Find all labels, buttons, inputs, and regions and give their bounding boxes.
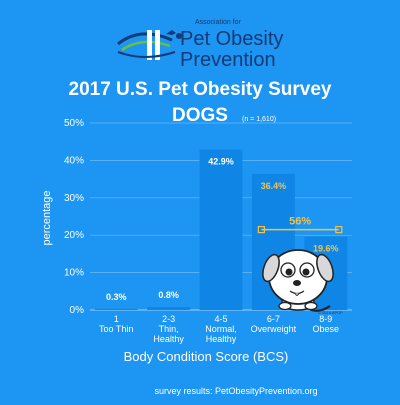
y-tick-label: 50% bbox=[64, 118, 84, 129]
bar bbox=[147, 307, 191, 310]
x-axis-ticks: 1 Too Thin 2-3 Thin, Healthy 4-5 Normal, Health… bbox=[99, 314, 339, 344]
x-tick-label: 4-5 Normal, Healthy bbox=[205, 314, 237, 344]
y-tick-label: 20% bbox=[64, 230, 84, 241]
bar-value-label: 19.6% bbox=[313, 244, 339, 254]
bar bbox=[94, 308, 138, 310]
bar-value-label: 0.8% bbox=[158, 290, 179, 300]
y-axis-ticks: 0% 10% 20% 30% 40% 50% bbox=[64, 118, 84, 316]
x-tick-label: 1 Too Thin bbox=[99, 314, 133, 334]
bar-value-label: 36.4% bbox=[261, 181, 287, 191]
x-tick-label: 6-7 Overweight bbox=[251, 314, 297, 334]
bar-value-label: 42.9% bbox=[208, 157, 234, 167]
annotation-endpoint bbox=[257, 225, 265, 234]
y-tick-label: 10% bbox=[64, 268, 84, 279]
x-axis-label: Body Condition Score (BCS) bbox=[124, 349, 289, 364]
logo-line1: Pet Obesity bbox=[180, 28, 283, 50]
bar bbox=[199, 149, 243, 310]
annotation-label: 56% bbox=[289, 216, 311, 228]
logo-small-text: Association for bbox=[195, 19, 242, 26]
x-tick-label: 2-3 Thin, Healthy bbox=[153, 314, 184, 344]
annotation-endpoint bbox=[335, 225, 343, 234]
sample-size: (n = 1,610) bbox=[242, 116, 276, 123]
logo-line2: Prevention bbox=[180, 49, 276, 71]
logo-emblem-icon bbox=[117, 30, 182, 60]
footer-credit: survey results: PetObesityPrevention.org bbox=[154, 386, 317, 396]
bar-value-label: 0.3% bbox=[106, 292, 127, 302]
bar-value-labels: 0.3% 0.8% 42.9% 36.4% 19.6% bbox=[106, 157, 339, 302]
combined-overweight-annotation: 56% bbox=[257, 216, 343, 234]
logo: Association for Pet Obesity Prevention bbox=[117, 19, 283, 71]
chart-subtitle: DOGS bbox=[172, 105, 228, 126]
y-tick-label: 0% bbox=[70, 305, 85, 316]
y-tick-label: 40% bbox=[64, 155, 84, 166]
x-tick-label: 8-9 Obese bbox=[313, 314, 340, 334]
page-title: 2017 U.S. Pet Obesity Survey bbox=[69, 79, 332, 100]
illustration-credit: © 2016 APOP bbox=[318, 310, 343, 315]
y-tick-label: 30% bbox=[64, 193, 84, 204]
y-axis-label: percentage bbox=[41, 190, 53, 245]
cartoon-dog-illustration bbox=[262, 249, 334, 312]
chart-bars bbox=[94, 149, 348, 310]
